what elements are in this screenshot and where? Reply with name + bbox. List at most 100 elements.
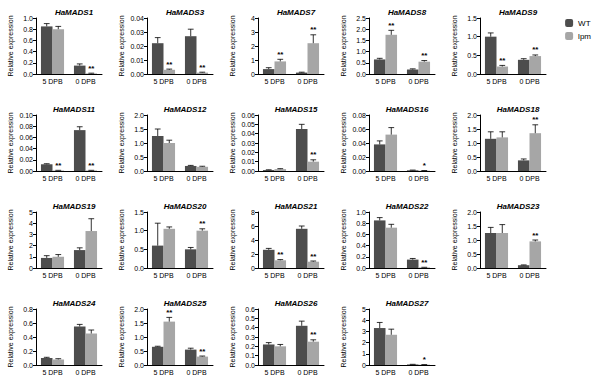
svg-text:1: 1 bbox=[29, 253, 33, 260]
svg-text:0: 0 bbox=[362, 362, 366, 369]
svg-text:1.5: 1.5 bbox=[467, 223, 477, 230]
svg-text:0.5: 0.5 bbox=[134, 154, 144, 161]
svg-text:0.08: 0.08 bbox=[352, 112, 366, 119]
svg-text:1.0: 1.0 bbox=[134, 140, 144, 147]
svg-text:HaMADS9: HaMADS9 bbox=[499, 8, 538, 17]
svg-text:5 DPB: 5 DPB bbox=[42, 78, 63, 85]
svg-text:0.03: 0.03 bbox=[130, 29, 144, 36]
svg-text:5 DPB: 5 DPB bbox=[153, 175, 174, 182]
svg-text:0 DPB: 0 DPB bbox=[75, 175, 96, 182]
svg-text:1.0: 1.0 bbox=[356, 48, 366, 55]
svg-text:1.5: 1.5 bbox=[467, 126, 477, 133]
svg-text:3: 3 bbox=[29, 231, 33, 238]
svg-text:0.4: 0.4 bbox=[23, 334, 33, 341]
svg-text:**: ** bbox=[388, 21, 395, 30]
svg-text:5 DPB: 5 DPB bbox=[375, 369, 396, 376]
svg-text:**: ** bbox=[199, 63, 206, 72]
svg-text:0.0: 0.0 bbox=[23, 362, 33, 369]
svg-text:**: ** bbox=[310, 252, 317, 261]
svg-text:HaMADS26: HaMADS26 bbox=[275, 299, 318, 308]
svg-text:5 DPB: 5 DPB bbox=[264, 78, 285, 85]
svg-text:0 DPB: 0 DPB bbox=[519, 175, 540, 182]
svg-text:HaMADS15: HaMADS15 bbox=[275, 105, 318, 114]
svg-text:Relative expression: Relative expression bbox=[7, 306, 15, 367]
svg-text:0 DPB: 0 DPB bbox=[519, 78, 540, 85]
svg-text:0.00: 0.00 bbox=[19, 168, 33, 175]
svg-text:5 DPB: 5 DPB bbox=[375, 78, 396, 85]
svg-text:0.02: 0.02 bbox=[241, 149, 255, 156]
svg-text:0.2: 0.2 bbox=[23, 348, 33, 355]
svg-text:5: 5 bbox=[362, 306, 366, 313]
svg-text:Relative expression: Relative expression bbox=[340, 15, 348, 76]
svg-text:**: ** bbox=[199, 347, 206, 356]
svg-text:5 DPB: 5 DPB bbox=[264, 175, 285, 182]
svg-text:0 DPB: 0 DPB bbox=[519, 272, 540, 279]
svg-text:Relative expression: Relative expression bbox=[118, 15, 126, 76]
svg-text:5 DPB: 5 DPB bbox=[153, 369, 174, 376]
svg-text:0 DPB: 0 DPB bbox=[186, 272, 207, 279]
svg-text:3: 3 bbox=[362, 328, 366, 335]
svg-text:1.0: 1.0 bbox=[467, 33, 477, 40]
svg-text:**: ** bbox=[532, 45, 539, 54]
svg-text:0.6: 0.6 bbox=[245, 306, 255, 313]
svg-text:4: 4 bbox=[362, 317, 366, 324]
svg-text:Relative expression: Relative expression bbox=[340, 306, 348, 367]
svg-text:0.10: 0.10 bbox=[19, 112, 33, 119]
svg-text:0 DPB: 0 DPB bbox=[75, 78, 96, 85]
svg-text:**: ** bbox=[88, 64, 95, 73]
svg-text:0 DPB: 0 DPB bbox=[297, 78, 318, 85]
svg-text:0.06: 0.06 bbox=[19, 134, 33, 141]
svg-text:5 DPB: 5 DPB bbox=[486, 272, 507, 279]
svg-text:HaMADS3: HaMADS3 bbox=[166, 8, 205, 17]
svg-text:1.5: 1.5 bbox=[134, 320, 144, 327]
svg-text:**: ** bbox=[166, 308, 173, 317]
svg-text:2: 2 bbox=[362, 339, 366, 346]
svg-text:HaMADS1: HaMADS1 bbox=[55, 8, 94, 17]
svg-text:Relative expression: Relative expression bbox=[229, 209, 237, 270]
svg-text:HaMADS11: HaMADS11 bbox=[53, 105, 96, 114]
svg-text:5 DPB: 5 DPB bbox=[153, 272, 174, 279]
svg-text:1.5: 1.5 bbox=[467, 15, 477, 22]
svg-text:HaMADS20: HaMADS20 bbox=[164, 202, 207, 211]
svg-text:0.4: 0.4 bbox=[356, 242, 366, 249]
svg-text:0 DPB: 0 DPB bbox=[75, 369, 96, 376]
svg-text:0.0: 0.0 bbox=[23, 71, 33, 78]
svg-text:5 DPB: 5 DPB bbox=[375, 272, 396, 279]
svg-text:HaMADS12: HaMADS12 bbox=[164, 105, 207, 114]
svg-text:Relative expression: Relative expression bbox=[340, 112, 348, 173]
svg-text:Relative expression: Relative expression bbox=[451, 15, 459, 76]
svg-text:0: 0 bbox=[29, 265, 33, 272]
svg-text:0.00: 0.00 bbox=[241, 168, 255, 175]
svg-text:0.6: 0.6 bbox=[23, 320, 33, 327]
svg-text:0.2: 0.2 bbox=[356, 253, 366, 260]
svg-text:HaMADS24: HaMADS24 bbox=[53, 299, 96, 308]
svg-text:0 DPB: 0 DPB bbox=[186, 175, 207, 182]
svg-text:2: 2 bbox=[251, 251, 255, 258]
svg-text:**: ** bbox=[55, 161, 62, 170]
svg-text:1.0: 1.0 bbox=[134, 334, 144, 341]
svg-text:0.08: 0.08 bbox=[19, 123, 33, 130]
svg-text:**: ** bbox=[88, 161, 95, 170]
svg-text:Relative expression: Relative expression bbox=[229, 306, 237, 367]
svg-text:0.04: 0.04 bbox=[241, 130, 255, 137]
svg-text:0.3: 0.3 bbox=[245, 334, 255, 341]
svg-text:0 DPB: 0 DPB bbox=[297, 272, 318, 279]
svg-text:Relative expression: Relative expression bbox=[7, 15, 15, 76]
svg-text:0.5: 0.5 bbox=[467, 52, 477, 59]
svg-text:0.4: 0.4 bbox=[245, 324, 255, 331]
svg-text:0.04: 0.04 bbox=[19, 145, 33, 152]
svg-text:0.04: 0.04 bbox=[352, 140, 366, 147]
svg-text:0 DPB: 0 DPB bbox=[186, 369, 207, 376]
svg-text:0.2: 0.2 bbox=[245, 343, 255, 350]
svg-text:HaMADS16: HaMADS16 bbox=[386, 105, 429, 114]
svg-text:1: 1 bbox=[251, 57, 255, 64]
svg-text:0.06: 0.06 bbox=[241, 112, 255, 119]
svg-text:5 DPB: 5 DPB bbox=[42, 175, 63, 182]
svg-text:HaMADS18: HaMADS18 bbox=[497, 105, 540, 114]
svg-text:**: ** bbox=[421, 51, 428, 60]
svg-text:5: 5 bbox=[29, 209, 33, 216]
svg-text:0 DPB: 0 DPB bbox=[297, 175, 318, 182]
svg-text:0.0: 0.0 bbox=[356, 265, 366, 272]
svg-text:0 DPB: 0 DPB bbox=[408, 272, 429, 279]
svg-text:3: 3 bbox=[251, 29, 255, 36]
